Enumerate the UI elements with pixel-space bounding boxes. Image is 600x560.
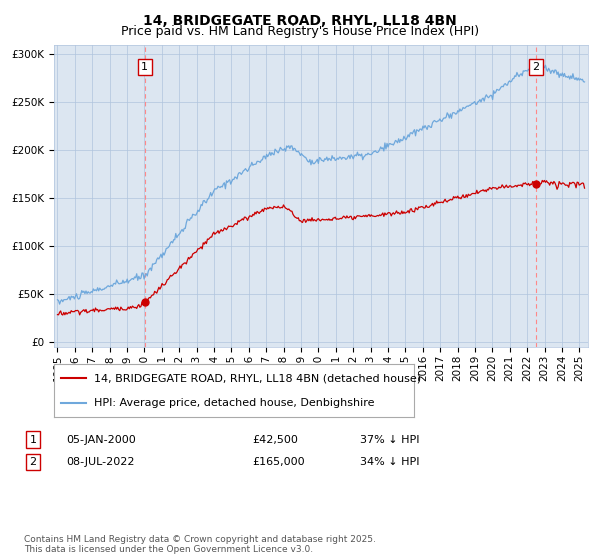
Text: £165,000: £165,000: [252, 457, 305, 467]
Text: Price paid vs. HM Land Registry's House Price Index (HPI): Price paid vs. HM Land Registry's House …: [121, 25, 479, 38]
Text: 08-JUL-2022: 08-JUL-2022: [66, 457, 134, 467]
Text: Contains HM Land Registry data © Crown copyright and database right 2025.
This d: Contains HM Land Registry data © Crown c…: [24, 535, 376, 554]
Text: 1: 1: [29, 435, 37, 445]
Text: 14, BRIDGEGATE ROAD, RHYL, LL18 4BN: 14, BRIDGEGATE ROAD, RHYL, LL18 4BN: [143, 14, 457, 28]
Text: 05-JAN-2000: 05-JAN-2000: [66, 435, 136, 445]
Text: HPI: Average price, detached house, Denbighshire: HPI: Average price, detached house, Denb…: [94, 398, 374, 408]
Text: 14, BRIDGEGATE ROAD, RHYL, LL18 4BN (detached house): 14, BRIDGEGATE ROAD, RHYL, LL18 4BN (det…: [94, 374, 421, 384]
Text: 1: 1: [141, 62, 148, 72]
Text: 34% ↓ HPI: 34% ↓ HPI: [360, 457, 419, 467]
Text: £42,500: £42,500: [252, 435, 298, 445]
Text: 2: 2: [29, 457, 37, 467]
Text: 37% ↓ HPI: 37% ↓ HPI: [360, 435, 419, 445]
Text: 2: 2: [533, 62, 540, 72]
